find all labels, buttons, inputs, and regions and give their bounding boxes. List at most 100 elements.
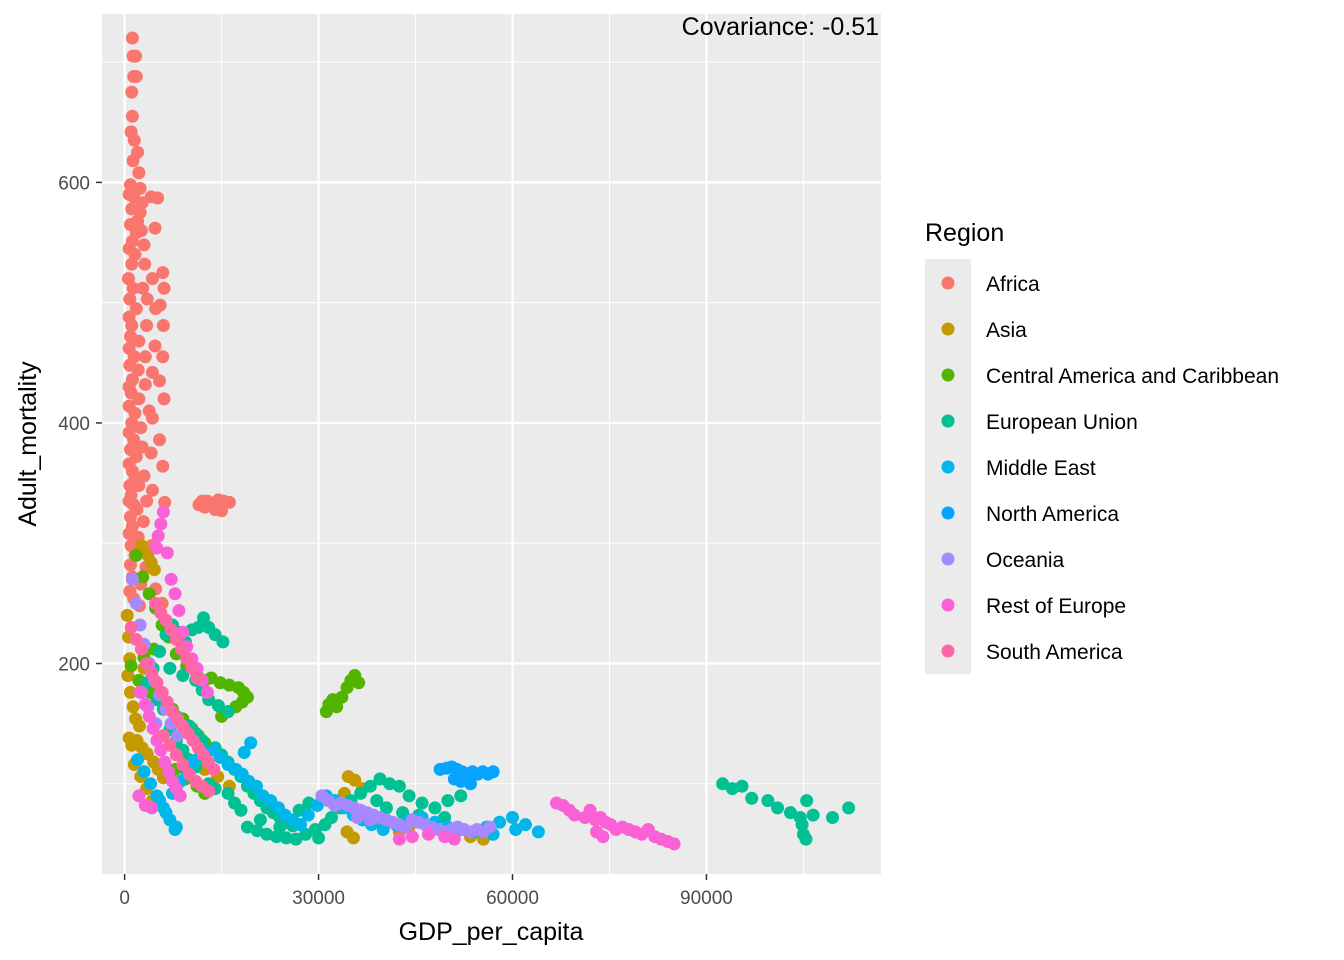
legend-label-north-america: North America: [986, 503, 1119, 526]
data-point: [154, 517, 168, 531]
data-point: [151, 529, 165, 543]
data-point: [335, 690, 349, 704]
data-point: [761, 794, 775, 808]
data-point: [124, 620, 138, 634]
data-point: [120, 608, 134, 622]
data-point: [211, 699, 225, 713]
data-point: [138, 257, 152, 271]
data-point: [363, 779, 377, 793]
data-point: [150, 541, 164, 555]
data-point: [169, 748, 183, 762]
data-point: [531, 825, 545, 839]
data-point: [171, 729, 185, 743]
data-point: [133, 685, 147, 699]
legend-key-asia: [941, 322, 955, 336]
data-point: [137, 765, 151, 779]
data-point: [136, 570, 150, 584]
data-point: [415, 796, 429, 810]
data-point: [783, 806, 797, 820]
data-point: [185, 661, 199, 675]
y-axis-title: Adult_mortality: [14, 361, 42, 527]
data-point: [273, 820, 287, 834]
data-point: [312, 831, 326, 845]
data-point: [134, 539, 148, 553]
data-point: [198, 500, 212, 514]
data-point: [131, 363, 145, 377]
data-point: [156, 505, 170, 519]
data-point: [142, 709, 156, 723]
data-point: [800, 794, 814, 808]
data-point: [148, 221, 162, 235]
data-point: [145, 272, 159, 286]
data-point: [383, 777, 397, 791]
data-point: [149, 596, 163, 610]
data-point: [138, 697, 152, 711]
data-point: [202, 784, 216, 798]
data-point: [147, 563, 161, 577]
data-point: [196, 611, 210, 625]
data-point: [172, 604, 186, 618]
data-point: [131, 753, 145, 767]
data-point: [190, 671, 204, 685]
legend-key-central-america-and-caribbean: [941, 368, 955, 382]
data-point: [132, 719, 146, 733]
data-point: [260, 827, 274, 841]
data-point: [156, 459, 170, 473]
legend-key-south-america: [941, 644, 955, 658]
data-point: [168, 822, 182, 836]
data-point: [402, 789, 416, 803]
data-point: [123, 510, 137, 524]
data-point: [200, 685, 214, 699]
y-tick-label: 400: [58, 414, 90, 435]
data-point: [518, 818, 532, 832]
data-point: [454, 774, 468, 788]
data-point: [716, 777, 730, 791]
data-point: [221, 705, 235, 719]
data-point: [191, 620, 205, 634]
legend-label-asia: Asia: [986, 319, 1027, 342]
y-tick-label: 200: [58, 655, 90, 676]
data-point: [176, 669, 190, 683]
data-point: [140, 292, 154, 306]
data-point: [346, 831, 360, 845]
data-point: [144, 446, 158, 460]
data-point: [379, 801, 393, 815]
data-point: [136, 515, 150, 529]
data-point: [129, 49, 143, 63]
data-point: [222, 495, 236, 509]
data-point: [168, 587, 182, 601]
legend-label-south-america: South America: [986, 641, 1123, 664]
data-point: [842, 801, 856, 815]
legend-items: Africa Asia Central America and Caribbean E…: [941, 273, 1279, 664]
data-point: [129, 596, 143, 610]
data-point: [157, 392, 171, 406]
legend-key-middle-east: [941, 460, 955, 474]
data-point: [123, 685, 137, 699]
data-point: [149, 302, 163, 316]
data-point: [363, 813, 377, 827]
data-point: [148, 339, 162, 353]
data-point: [125, 319, 139, 333]
legend-label-africa: Africa: [986, 273, 1040, 296]
data-point: [146, 721, 160, 735]
data-point: [667, 837, 681, 851]
data-point: [583, 803, 597, 817]
data-point: [153, 433, 167, 447]
data-point: [145, 801, 159, 815]
data-point: [125, 572, 139, 586]
data-point: [370, 794, 384, 808]
data-point: [253, 813, 267, 827]
data-point: [568, 808, 582, 822]
data-point: [745, 791, 759, 805]
data-point: [428, 801, 442, 815]
data-point: [463, 777, 477, 791]
data-point: [155, 685, 169, 699]
data-point: [250, 779, 264, 793]
data-point: [373, 772, 387, 786]
data-point: [799, 832, 813, 846]
data-point: [127, 133, 141, 147]
plot-panel: [102, 14, 881, 874]
data-point: [725, 782, 739, 796]
data-point: [138, 350, 152, 364]
data-point: [136, 281, 150, 295]
